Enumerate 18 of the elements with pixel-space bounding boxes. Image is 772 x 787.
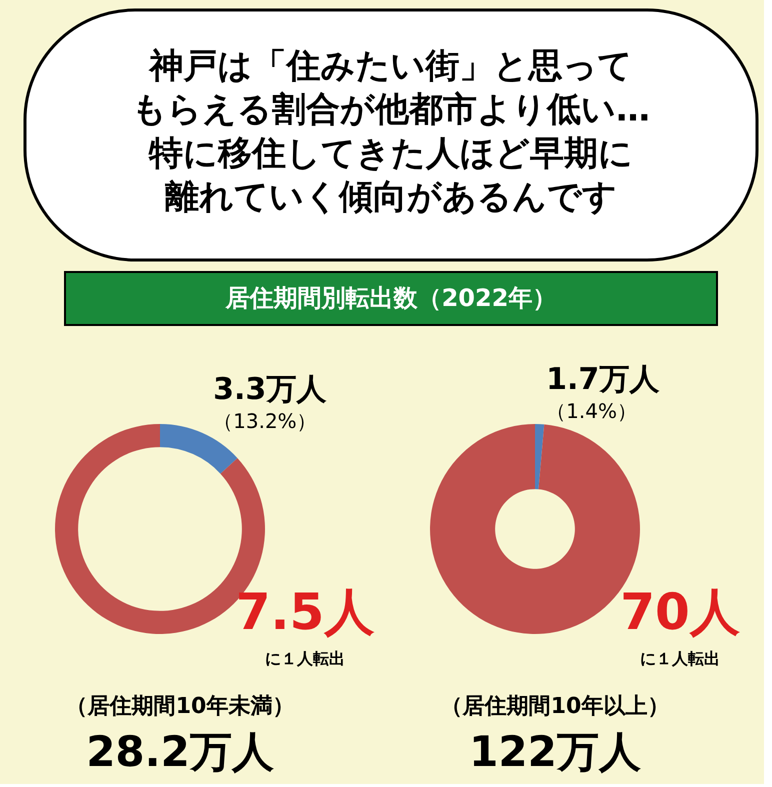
text: （居住期間10年未満）: [66, 694, 294, 719]
text: 3.3万人: [213, 372, 328, 407]
text: 70人: [620, 583, 740, 641]
text: 神戸は「住みたい街」と思って: [148, 46, 632, 86]
text: 122万人: [469, 727, 641, 776]
text: （居住期間10年以上）: [440, 694, 670, 719]
text: 7.5人: [236, 583, 374, 641]
text: もらえる割合が他都市より低い…: [132, 90, 650, 130]
text: 1.7万人: [546, 362, 660, 398]
data-label: （1.4%）: [546, 399, 637, 424]
text: 特に移住してきた人ほど早期に: [148, 133, 633, 174]
text: に１人転出: [640, 649, 720, 668]
text: 28.2万人: [86, 727, 274, 776]
text: 離れていく傾向があるんです: [164, 177, 617, 218]
data-label: （13.2%）: [213, 408, 317, 433]
text: に１人転出: [265, 649, 345, 668]
donut-slice: [535, 424, 544, 490]
text: 居住期間別転出数（2022年）: [224, 284, 556, 312]
